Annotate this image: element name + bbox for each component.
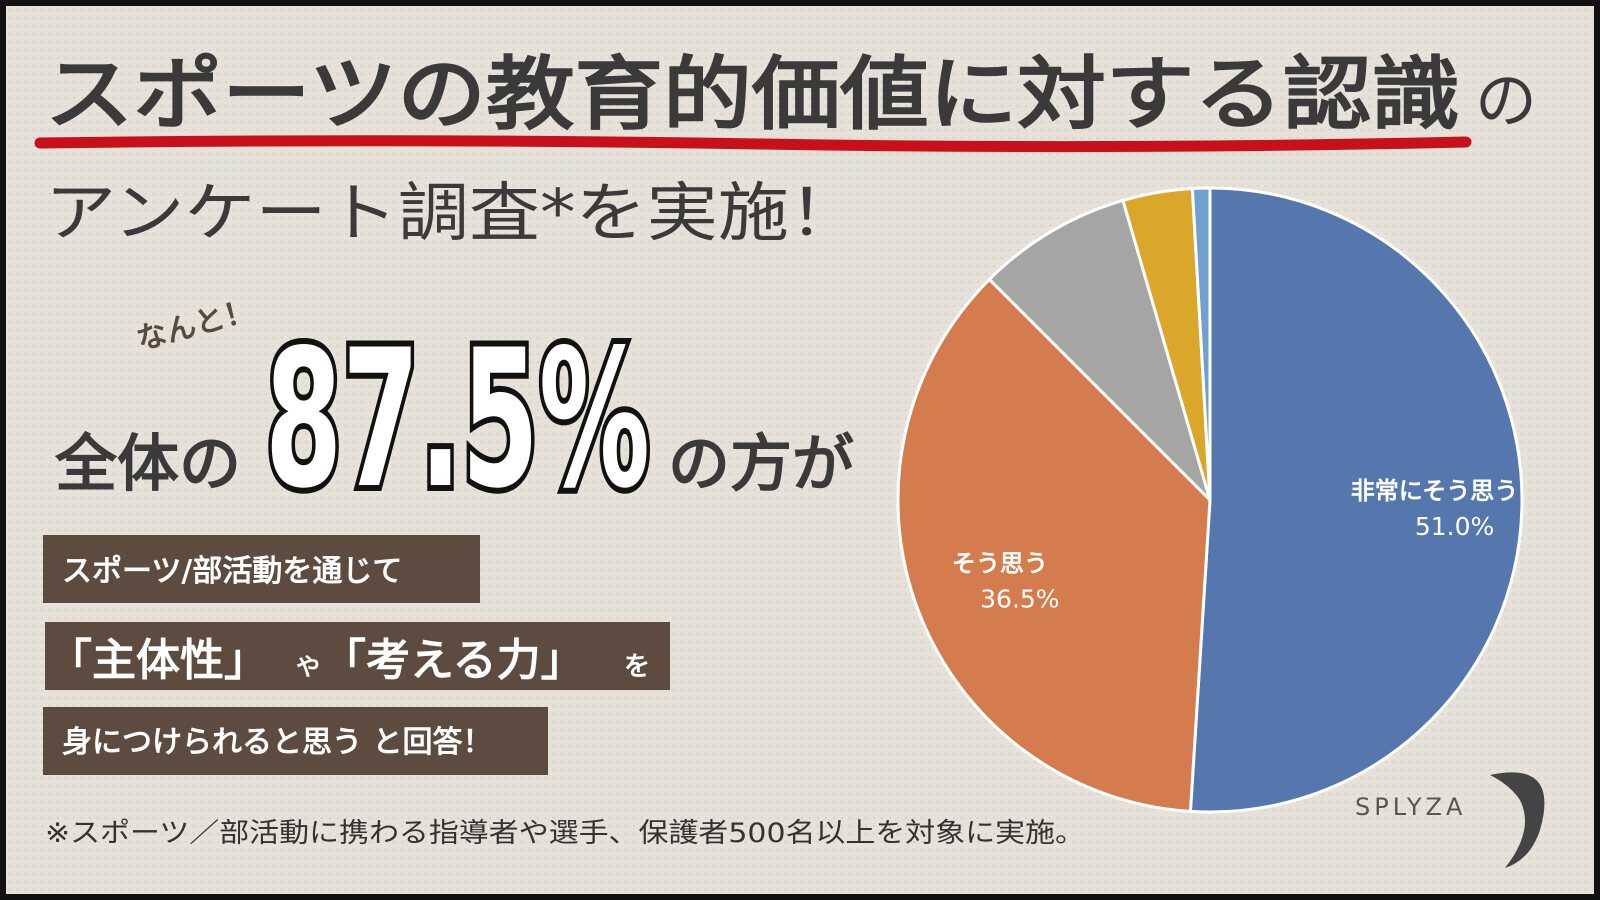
pie-chart: 非常にそう思う 51.0% そう思う 36.5% [896, 186, 1524, 814]
title-underline [34, 135, 1472, 153]
slice-label: 非常にそう思う [1351, 477, 1519, 505]
slice-label: そう思う [952, 549, 1048, 577]
message-box [45, 622, 670, 690]
message-emphasis: 「主体性」 [48, 635, 268, 686]
pie-slice [1188, 186, 1524, 814]
after-text: の方が [668, 427, 854, 500]
title-suffix: の [1475, 64, 1537, 137]
pie-slice [987, 198, 1212, 502]
message-box [43, 535, 480, 603]
message-text: や [296, 653, 320, 681]
pie-slice [896, 277, 1212, 813]
message-line: スポーツ/部活動を通じて [62, 554, 402, 589]
logo-text: SPLYZA [1355, 793, 1466, 821]
before-text: 全体の [54, 427, 241, 500]
message-box [43, 707, 548, 775]
message-line: 身につけられると思う と回答！ [62, 725, 492, 760]
footnote: ※スポーツ／部活動に携わる指導者や選手、保護者500名以上を対象に実施。 [45, 818, 1085, 849]
slice-value: 36.5% [980, 584, 1059, 613]
pie-slice [1190, 186, 1212, 501]
big-figure: 87.5% [265, 309, 650, 530]
logo-mark [1490, 772, 1545, 868]
logo: SPLYZA [1355, 772, 1545, 868]
message-text: を [624, 652, 650, 682]
subtitle: アンケート調査*を実施！ [45, 177, 860, 251]
message-emphasis: 「考える力」 [322, 635, 585, 686]
title: スポーツの教育的価値に対する認識 [45, 48, 1460, 141]
slice-value: 51.0% [1415, 512, 1494, 541]
